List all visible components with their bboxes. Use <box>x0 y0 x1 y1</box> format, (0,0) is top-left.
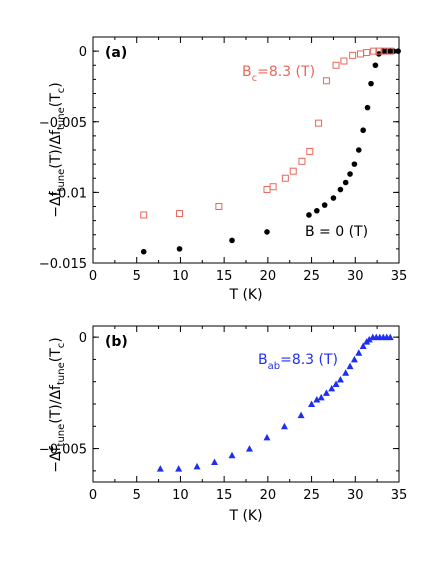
annotation-b0: B = 0 (T) <box>305 224 368 240</box>
data-point-b-s0 <box>245 445 253 452</box>
data-point-a-s1 <box>176 210 184 218</box>
points-b <box>156 333 394 472</box>
data-point-a-s0 <box>395 48 401 54</box>
data-point-b-s0 <box>355 349 363 356</box>
annotation-bc: Bc=8.3 (T) <box>242 64 315 84</box>
data-point-b-s0 <box>297 411 305 419</box>
data-point-b-s0 <box>346 362 354 370</box>
x-tick-label-a: 0 <box>89 269 97 284</box>
data-point-a-s0 <box>306 212 312 218</box>
y-tick-label-a: −0.005 <box>39 116 87 131</box>
data-point-a-s1 <box>332 61 340 69</box>
data-point-a-s1 <box>215 203 223 210</box>
data-point-b-s0 <box>211 458 219 465</box>
data-point-a-s0 <box>140 248 147 255</box>
y-tick-label-b: 0 <box>79 331 87 346</box>
x-tick-label-a: 15 <box>216 269 233 284</box>
data-point-a-s1 <box>289 167 297 175</box>
y-tick-label-a: 0 <box>79 45 87 60</box>
data-point-a-s1 <box>263 186 271 194</box>
data-point-b-s0 <box>156 465 164 472</box>
data-point-b-s0 <box>193 462 201 470</box>
data-point-b-s0 <box>365 335 373 343</box>
x-tick-label-b: 15 <box>216 488 233 503</box>
x-tick-label-b: 30 <box>347 488 364 503</box>
data-point-b-s0 <box>175 465 183 472</box>
data-point-a-s0 <box>342 179 349 186</box>
data-point-a-s0 <box>337 186 344 193</box>
data-point-a-s0 <box>321 202 328 208</box>
data-point-a-s1 <box>322 77 330 85</box>
panel-label-b: (b) <box>105 334 128 350</box>
ticks-a: 0 5 10 15 20 25 30 35 0 −0.005 −0.01 −0.015 <box>39 36 408 284</box>
panel-b: 0 5 10 15 20 25 30 350−0.005 (b) T (K) −Δftune(… <box>39 325 407 524</box>
data-point-b-s0 <box>350 355 358 363</box>
data-point-a-s1 <box>349 51 357 59</box>
data-point-b-s0 <box>332 380 340 387</box>
data-point-a-s0 <box>368 80 374 87</box>
data-point-a-s1 <box>357 50 365 58</box>
x-tick-label-b: 5 <box>133 488 141 503</box>
data-point-a-s1 <box>281 174 289 182</box>
data-point-a-s1 <box>386 47 394 55</box>
x-axis-title-b: T (K) <box>228 508 262 524</box>
data-point-a-s1 <box>315 119 323 127</box>
x-tick-label-a: 10 <box>172 269 189 284</box>
data-point-b-s0 <box>342 369 350 376</box>
data-point-a-s0 <box>176 246 183 252</box>
data-point-a-s1 <box>269 183 277 191</box>
x-tick-label-a: 20 <box>260 269 277 284</box>
data-point-a-s0 <box>330 195 337 201</box>
data-point-a-s1 <box>340 57 348 65</box>
data-point-a-s1 <box>140 211 148 219</box>
panel-label-a: (a) <box>105 45 127 61</box>
data-point-b-s0 <box>308 400 316 407</box>
data-point-b-s0 <box>317 393 325 401</box>
data-point-b-s0 <box>280 422 288 430</box>
data-point-a-s0 <box>355 147 362 153</box>
data-point-b-s0 <box>228 451 236 459</box>
data-point-b-s0 <box>313 396 321 403</box>
points-a <box>140 47 401 255</box>
data-point-b-s0 <box>336 375 344 383</box>
x-tick-label-a: 35 <box>391 269 408 284</box>
data-point-a-s1 <box>306 147 314 155</box>
plot-frame-b <box>92 325 400 483</box>
x-tick-label-b: 20 <box>260 488 277 503</box>
x-tick-label-b: 0 <box>89 488 97 503</box>
data-point-a-s0 <box>372 62 379 69</box>
data-point-a-s0 <box>364 104 371 111</box>
x-tick-label-b: 25 <box>303 488 320 503</box>
data-point-a-s1 <box>375 47 383 55</box>
data-point-a-s1 <box>370 47 378 55</box>
x-tick-label-a: 30 <box>347 269 364 284</box>
ticks-b: 0 5 10 15 20 25 30 35 0 −0.005 <box>39 326 407 503</box>
data-point-a-s1 <box>363 49 371 57</box>
data-point-b-s0 <box>328 384 336 392</box>
data-point-a-s0 <box>347 171 353 177</box>
data-point-a-s0 <box>314 207 320 214</box>
data-point-a-s0 <box>351 161 358 167</box>
annotation-bab: Bab=8.3 (T) <box>258 352 338 372</box>
data-point-a-s0 <box>229 237 235 244</box>
y-tick-label-b: −0.005 <box>39 443 87 458</box>
x-tick-label-b: 35 <box>391 488 408 503</box>
data-point-b-s0 <box>322 389 330 396</box>
data-point-b-s0 <box>386 333 394 341</box>
data-point-a-s1 <box>298 157 306 165</box>
x-tick-label-a: 5 <box>133 269 141 284</box>
data-point-a-s0 <box>360 127 366 134</box>
data-point-b-s0 <box>359 342 367 350</box>
y-tick-label-a: −0.01 <box>47 186 87 201</box>
x-axis-title-a: T (K) <box>228 287 262 303</box>
x-tick-label-a: 25 <box>303 269 320 284</box>
data-point-a-s0 <box>264 229 270 235</box>
x-tick-label-b: 10 <box>172 488 189 503</box>
data-point-b-s0 <box>263 433 271 441</box>
y-tick-label-a: −0.015 <box>39 257 87 272</box>
panel-a: 0 5 10 15 20 25 30 35 0 −0.005 −0.01 −0.015 (a) T (… <box>39 36 408 303</box>
